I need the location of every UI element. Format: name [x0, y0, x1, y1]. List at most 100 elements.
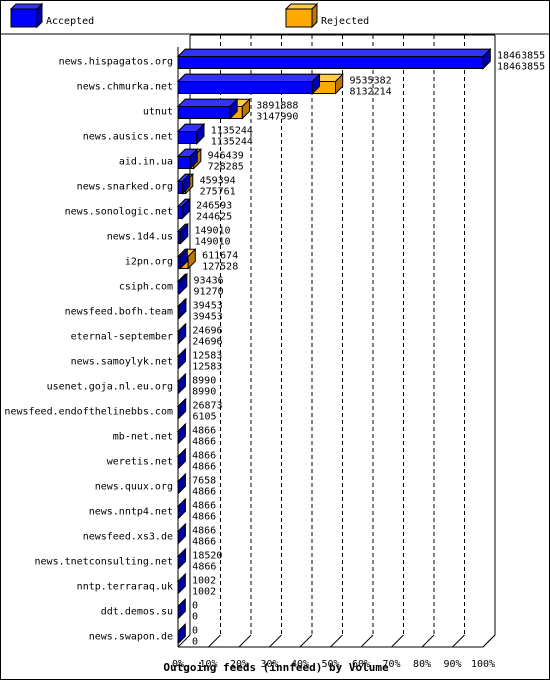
category-label: weretis.net — [107, 457, 173, 468]
floor-tick-line — [239, 635, 251, 647]
data-label-rejected: 0 — [192, 626, 198, 637]
data-label-rejected: 8990 — [192, 376, 216, 387]
floor-tick-line — [300, 635, 312, 647]
category-label: utnut — [143, 107, 173, 118]
data-label-accepted: 1135244 — [211, 137, 253, 148]
data-label-rejected: 9535382 — [350, 76, 392, 87]
chart-title: Outgoing feeds (innfeed) by Volume — [163, 661, 389, 674]
category-label: newsfeed.xs3.de — [83, 532, 173, 543]
category-label: news.swapon.de — [89, 632, 173, 643]
data-label-rejected: 4866 — [192, 451, 216, 462]
data-label-accepted: 24696 — [192, 337, 222, 348]
bar-accepted-top — [178, 99, 237, 106]
bar-accepted-front — [178, 132, 197, 144]
x-tick-label: 100% — [471, 659, 495, 670]
data-label-rejected: 459394 — [200, 176, 236, 187]
data-label-rejected: 4866 — [192, 426, 216, 437]
data-label-rejected: 246593 — [196, 201, 232, 212]
data-label-rejected: 24696 — [192, 326, 222, 337]
category-label: news.quux.org — [95, 482, 173, 493]
data-label-rejected: 149010 — [194, 226, 230, 237]
floor-tick-line — [422, 635, 434, 647]
bar-accepted-front — [178, 182, 183, 194]
category-label: news.chmurka.net — [77, 82, 173, 93]
data-label-accepted: 8132214 — [350, 87, 392, 98]
data-label-rejected: 39453 — [193, 301, 223, 312]
data-label-rejected: 18520 — [192, 551, 222, 562]
data-label-accepted: 149010 — [194, 237, 230, 248]
bar-accepted-top — [178, 49, 490, 56]
data-label-accepted: 275761 — [200, 187, 236, 198]
bar-accepted-front — [178, 107, 230, 119]
data-label-accepted: 4866 — [192, 512, 216, 523]
floor-tick-line — [209, 635, 221, 647]
category-label: news.hispagatos.org — [59, 57, 173, 68]
data-label-rejected: 1002 — [192, 576, 216, 587]
data-label-rejected: 1135244 — [211, 126, 253, 137]
category-label: csiph.com — [119, 282, 173, 293]
data-label-rejected: 18463855 — [497, 51, 545, 62]
category-label: newsfeed.bofh.team — [65, 307, 173, 318]
floor-tick-line — [331, 635, 343, 647]
data-label-rejected: 3891888 — [256, 101, 298, 112]
category-label: news.1d4.us — [107, 232, 173, 243]
data-label-accepted: 0 — [192, 612, 198, 623]
data-label-accepted: 4866 — [192, 462, 216, 473]
category-label: newsfeed.endofthelinebbs.com — [4, 407, 173, 418]
data-label-accepted: 4866 — [192, 562, 216, 573]
category-label: news.nntp4.net — [89, 507, 173, 518]
category-label: news.ausics.net — [83, 132, 173, 143]
data-label-rejected: 7658 — [192, 476, 216, 487]
bar-accepted-front — [178, 57, 483, 69]
data-label-accepted: 91270 — [194, 287, 224, 298]
data-label-rejected: 0 — [192, 601, 198, 612]
data-label-accepted: 0 — [192, 637, 198, 648]
category-label: news.tnetconsulting.net — [35, 557, 173, 568]
data-label-accepted: 8990 — [192, 387, 216, 398]
floor-tick-line — [392, 635, 404, 647]
category-label: nntp.terraraq.uk — [77, 582, 173, 593]
floor-tick-line — [361, 635, 373, 647]
category-label: mb-net.net — [113, 432, 173, 443]
bar-accepted-top — [178, 74, 320, 81]
data-label-accepted: 39453 — [193, 312, 223, 323]
category-label: news.sonologic.net — [65, 207, 173, 218]
data-label-rejected: 611674 — [202, 251, 238, 262]
legend-accepted-label: Accepted — [46, 16, 94, 27]
bar-accepted-side — [178, 599, 185, 618]
category-label: usenet.goja.nl.eu.org — [47, 382, 173, 393]
category-label: eternal-september — [71, 332, 173, 343]
data-label-rejected: 946439 — [208, 151, 244, 162]
legend-rejected-swatch — [286, 9, 312, 27]
category-label: i2pn.org — [125, 257, 173, 268]
data-label-accepted: 12583 — [192, 362, 222, 373]
x-tick-label: 90% — [443, 659, 461, 670]
category-label: news.snarked.org — [77, 182, 173, 193]
data-label-accepted: 244625 — [196, 212, 232, 223]
floor-tick-line — [453, 635, 465, 647]
x-tick-label: 80% — [413, 659, 431, 670]
data-label-accepted: 1002 — [192, 587, 216, 598]
bar-accepted-front — [178, 82, 312, 94]
category-label: news.samoylyk.net — [71, 357, 173, 368]
bar-accepted-front — [178, 207, 182, 219]
floor-tick-line — [270, 635, 282, 647]
data-label-rejected: 93436 — [194, 276, 224, 287]
data-label-rejected: 26873 — [192, 401, 222, 412]
bar-accepted-front — [178, 157, 190, 169]
legend-rejected-label: Rejected — [321, 16, 369, 27]
data-label-accepted: 18463855 — [497, 62, 545, 73]
data-label-accepted: 4866 — [192, 537, 216, 548]
data-label-accepted: 6105 — [192, 412, 216, 423]
data-label-rejected: 4866 — [192, 501, 216, 512]
data-label-accepted: 3147990 — [256, 112, 298, 123]
data-label-accepted: 4866 — [192, 487, 216, 498]
data-label-accepted: 728285 — [208, 162, 244, 173]
legend-accepted-swatch — [11, 9, 37, 27]
floor-right-edge — [483, 635, 495, 647]
category-label: aid.in.ua — [119, 157, 173, 168]
data-label-accepted: 127528 — [202, 262, 238, 273]
category-label: ddt.demos.su — [101, 607, 173, 618]
